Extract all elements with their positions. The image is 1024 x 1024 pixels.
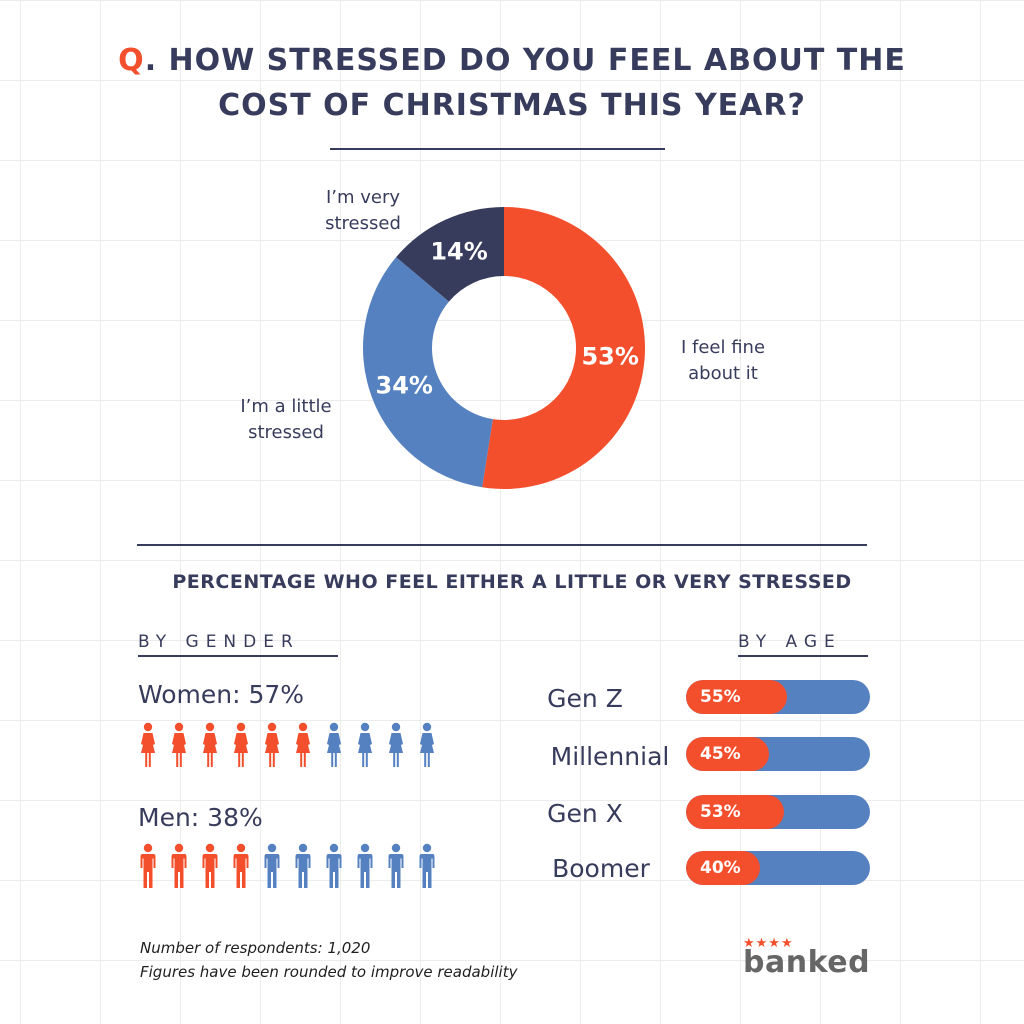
age-label-gen-x: Gen X — [547, 799, 623, 828]
women-label: Women: 57% — [138, 680, 305, 709]
man-icon — [295, 843, 311, 888]
woman-icon — [420, 722, 434, 767]
donut-label-fine: I feel fine about it — [680, 337, 766, 384]
age-bar-value: 45% — [700, 744, 741, 764]
slice-value-label: 53% — [581, 342, 638, 370]
woman-icon — [358, 722, 372, 767]
age-bar-value: 53% — [700, 802, 741, 822]
age-label-boomer: Boomer — [552, 854, 650, 883]
man-icon — [233, 843, 249, 888]
title-line-2: COST OF CHRISTMAS THIS YEAR? — [218, 88, 806, 123]
by-age-heading: BY AGE — [738, 632, 868, 657]
donut-label-very-stressed: I’m very stressed — [325, 187, 401, 234]
man-icon — [171, 843, 187, 888]
title-prefix: Q — [118, 43, 145, 78]
man-icon — [419, 843, 435, 888]
man-icon — [326, 843, 342, 888]
slice-value-label: 14% — [430, 237, 487, 265]
section-divider — [137, 544, 867, 546]
woman-icon — [141, 722, 155, 767]
man-icon — [388, 843, 404, 888]
age-bar-value: 40% — [700, 858, 741, 878]
page-title: Q. HOW STRESSED DO YOU FEEL ABOUT THE CO… — [60, 38, 964, 128]
age-bar-gen-z: 55% — [686, 680, 870, 714]
footnote-rounding: Figures have been rounded to improve rea… — [140, 963, 518, 981]
men-icon-row — [136, 843, 446, 889]
age-label-millennial: Millennial — [550, 742, 670, 771]
age-bar-boomer: 40% — [686, 851, 870, 885]
woman-icon — [296, 722, 310, 767]
age-bar-fill — [686, 795, 784, 829]
banked-logo: ★★★★ banked — [743, 936, 870, 980]
age-bar-fill — [686, 680, 787, 714]
woman-icon — [327, 722, 341, 767]
title-divider — [330, 148, 665, 150]
woman-icon — [389, 722, 403, 767]
slice-little-stressed — [363, 257, 493, 488]
footnote: Number of respondents: 1,020 Figures hav… — [140, 936, 517, 984]
man-icon — [140, 843, 156, 888]
slice-very-stressed — [396, 207, 504, 302]
slice-value-label: 34% — [376, 371, 433, 399]
woman-icon — [203, 722, 217, 767]
by-gender-heading: BY GENDER — [138, 632, 338, 657]
man-icon — [357, 843, 373, 888]
man-icon — [202, 843, 218, 888]
woman-icon — [234, 722, 248, 767]
woman-icon — [265, 722, 279, 767]
men-label: Men: 38% — [138, 803, 263, 832]
donut-chart: 53% 34% 14% — [363, 207, 646, 489]
age-bar-gen-x: 53% — [686, 795, 870, 829]
title-line-1: . HOW STRESSED DO YOU FEEL ABOUT THE — [144, 43, 906, 78]
donut-label-little-stressed: I’m a little stressed — [240, 396, 332, 443]
age-bar-millennial: 45% — [686, 737, 870, 771]
slice-fine — [482, 207, 646, 489]
footnote-respondents: Number of respondents: 1,020 — [140, 939, 371, 957]
age-bar-fill — [686, 737, 769, 771]
section-title: PERCENTAGE WHO FEEL EITHER A LITTLE OR V… — [172, 571, 852, 593]
logo-stars-icon: ★★★★ — [743, 936, 794, 951]
logo-text: banked — [743, 945, 871, 980]
man-icon — [264, 843, 280, 888]
woman-icon — [172, 722, 186, 767]
age-bar-value: 55% — [700, 687, 741, 707]
women-icon-row — [136, 722, 446, 768]
age-bar-fill — [686, 851, 760, 885]
age-label-gen-z: Gen Z — [547, 684, 623, 713]
